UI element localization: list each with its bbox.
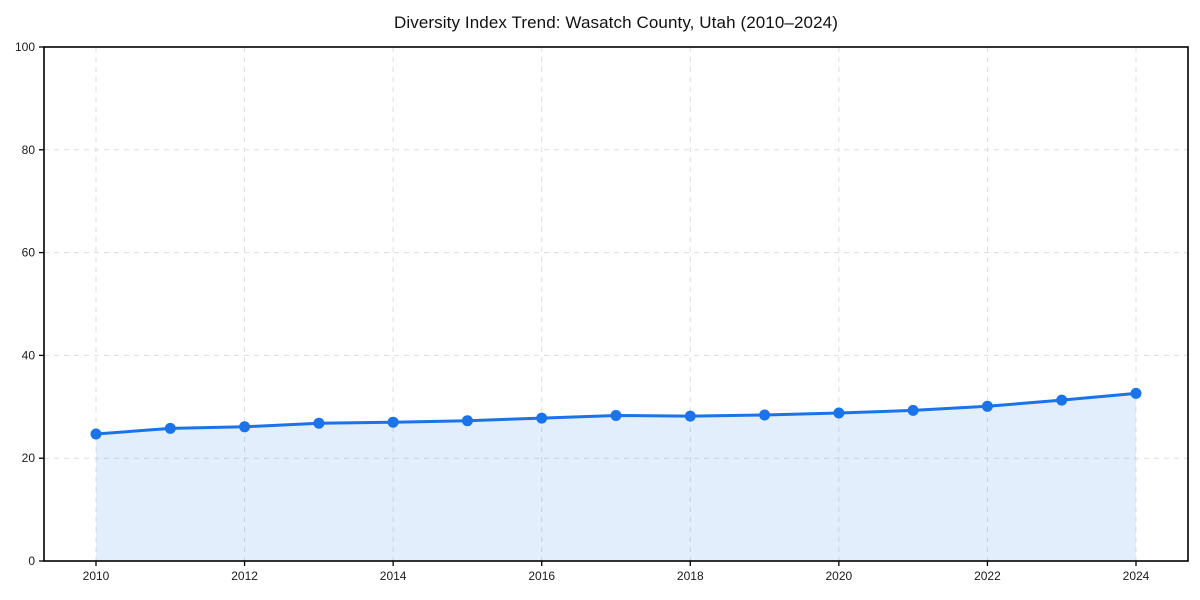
data-point-marker — [90, 428, 102, 440]
data-point-marker — [387, 416, 399, 428]
x-tick-label: 2024 — [1123, 569, 1150, 583]
data-points — [90, 387, 1142, 440]
data-point-marker — [610, 410, 622, 421]
data-point-marker — [461, 415, 473, 427]
y-tick-label: 100 — [15, 40, 35, 54]
chart-title: Diversity Index Trend: Wasatch County, U… — [394, 13, 838, 32]
y-tick-label: 80 — [22, 143, 36, 157]
data-point-marker — [981, 400, 993, 412]
x-axis-tick-labels: 2010 2012 2014 2016 2018 2020 2022 2024 — [83, 569, 1150, 583]
x-tick-label: 2012 — [231, 569, 258, 583]
area-fill — [96, 393, 1136, 561]
plot-border — [43, 46, 1189, 562]
data-point-marker — [313, 417, 325, 429]
x-tick-label: 2022 — [974, 569, 1001, 583]
y-tick-label: 20 — [22, 451, 36, 465]
axis-ticks — [39, 46, 1137, 566]
x-tick-label: 2020 — [826, 569, 853, 583]
x-tick-label: 2016 — [528, 569, 555, 583]
data-point-marker — [1056, 394, 1068, 406]
x-tick-label: 2010 — [83, 569, 110, 583]
x-tick-label: 2014 — [380, 569, 407, 583]
y-tick-label: 0 — [28, 554, 35, 568]
data-point-marker — [759, 409, 771, 421]
data-point-marker — [536, 412, 548, 424]
gridlines — [44, 47, 1188, 561]
data-point-marker — [1130, 387, 1142, 399]
data-point-marker — [907, 404, 919, 416]
data-point-marker — [239, 421, 251, 433]
data-point-marker — [833, 407, 845, 419]
y-axis-tick-labels: 0 20 40 60 80 100 — [15, 40, 35, 568]
data-point-marker — [684, 410, 696, 422]
y-tick-label: 40 — [22, 348, 36, 362]
x-tick-label: 2018 — [677, 569, 704, 583]
data-point-marker — [164, 422, 176, 434]
y-tick-label: 60 — [22, 246, 36, 260]
